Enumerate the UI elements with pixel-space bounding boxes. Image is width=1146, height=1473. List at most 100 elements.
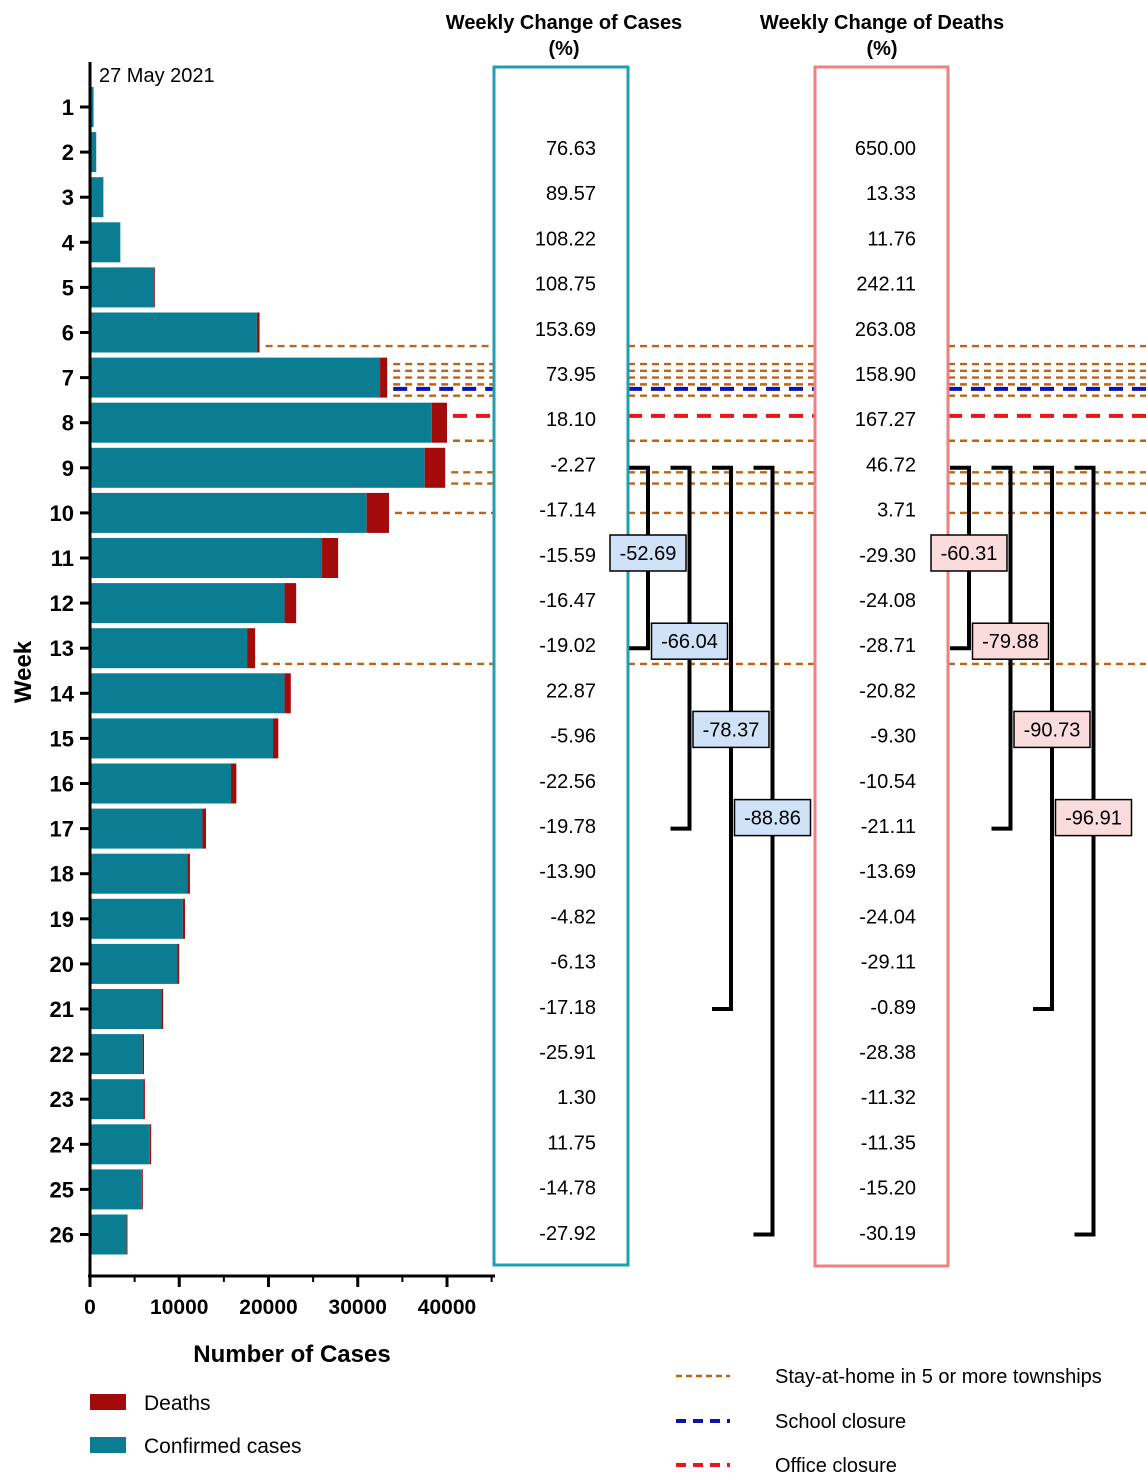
deaths-change-value: 650.00 bbox=[855, 138, 916, 160]
y-tick-label: 21 bbox=[50, 997, 74, 1022]
cases-change-value: 1.30 bbox=[557, 1087, 596, 1109]
confirmed-cases-bar bbox=[90, 87, 94, 127]
deaths-bar bbox=[187, 853, 190, 894]
cases-bracket-label-box bbox=[692, 710, 770, 749]
confirmed-cases-bar bbox=[90, 628, 248, 669]
deaths-bracket-label: -90.73 bbox=[1024, 719, 1081, 741]
deaths-change-value: -11.32 bbox=[861, 1087, 916, 1109]
cases-change-value: 108.22 bbox=[535, 228, 596, 250]
confirmed-cases-bar bbox=[90, 1214, 127, 1255]
deaths-bar bbox=[182, 898, 186, 939]
legend-label-school: School closure bbox=[775, 1411, 906, 1433]
cases-change-value: -2.27 bbox=[550, 454, 596, 476]
y-tick-label: 15 bbox=[50, 726, 74, 751]
deaths-bar bbox=[247, 628, 256, 669]
deaths-change-unit: (%) bbox=[866, 38, 897, 60]
deaths-change-value: 242.11 bbox=[856, 274, 916, 296]
deaths-change-value: -20.82 bbox=[859, 680, 916, 702]
y-tick-label: 18 bbox=[50, 862, 74, 887]
confirmed-cases-bar bbox=[90, 1169, 142, 1210]
confirmed-cases-bar bbox=[90, 402, 432, 443]
y-tick-label: 16 bbox=[50, 772, 74, 797]
confirmed-cases-bar bbox=[90, 1079, 144, 1120]
y-tick-label: 24 bbox=[50, 1132, 75, 1157]
deaths-change-value: -29.11 bbox=[861, 952, 916, 974]
deaths-bracket-label-box bbox=[1054, 798, 1133, 837]
y-tick-label: 14 bbox=[50, 681, 75, 706]
deaths-bracket-label: -96.91 bbox=[1065, 808, 1122, 830]
confirmed-cases-bar bbox=[90, 673, 285, 714]
deaths-change-value: -30.19 bbox=[859, 1223, 916, 1245]
x-tick-label: 20000 bbox=[239, 1296, 297, 1319]
deaths-change-value: -10.54 bbox=[859, 771, 916, 793]
deaths-bar bbox=[366, 492, 389, 533]
y-tick-label: 2 bbox=[62, 140, 74, 165]
deaths-bar bbox=[149, 1124, 152, 1165]
confirmed-cases-bar bbox=[90, 222, 121, 263]
change-columns: Weekly Change of Cases (%) Weekly Change… bbox=[446, 12, 1004, 1268]
legend-label-confirmed: Confirmed cases bbox=[144, 1435, 302, 1458]
deaths-change-value: 3.71 bbox=[877, 500, 916, 522]
date-annotation: 27 May 2021 bbox=[99, 65, 215, 87]
deaths-bar bbox=[143, 1079, 145, 1120]
cases-bracket-label-box bbox=[733, 798, 812, 837]
cases-change-value: 108.75 bbox=[535, 274, 596, 296]
y-tick-label: 8 bbox=[62, 411, 74, 436]
cases-change-value: 89.57 bbox=[546, 183, 596, 205]
deaths-change-box bbox=[813, 65, 950, 1268]
deaths-bar bbox=[161, 989, 164, 1029]
y-tick-label: 26 bbox=[50, 1223, 74, 1248]
confirmed-cases-bar bbox=[90, 1124, 150, 1165]
deaths-change-value: 13.33 bbox=[866, 183, 916, 205]
y-axis-label: Week bbox=[10, 640, 37, 703]
cases-change-value: 22.87 bbox=[546, 680, 596, 702]
cases-change-box bbox=[492, 65, 630, 1267]
deaths-change-value: -28.71 bbox=[859, 635, 916, 657]
deaths-change-value: 263.08 bbox=[855, 319, 916, 341]
deaths-change-value: -21.11 bbox=[861, 816, 916, 838]
deaths-change-value: 11.76 bbox=[867, 228, 916, 250]
deaths-bar bbox=[322, 538, 339, 578]
cases-change-value: -25.91 bbox=[539, 1042, 596, 1064]
confirmed-cases-bar bbox=[90, 492, 367, 533]
axes: 27 May 2021 Week Number of Cases bbox=[10, 62, 495, 1368]
deaths-bar bbox=[284, 673, 291, 714]
cases-change-value: -27.92 bbox=[539, 1223, 596, 1245]
deaths-bar bbox=[431, 402, 447, 443]
y-ticks: 1234567891011121314151617181920212223242… bbox=[50, 95, 90, 1248]
cases-change-value: -16.47 bbox=[539, 590, 596, 612]
cases-change-value: -14.78 bbox=[539, 1178, 596, 1200]
deaths-bar bbox=[154, 267, 155, 308]
cases-change-value: 153.69 bbox=[535, 319, 596, 341]
confirmed-cases-bar bbox=[90, 1034, 143, 1075]
cases-bracket-label-box bbox=[609, 534, 687, 572]
y-tick-label: 11 bbox=[51, 546, 74, 571]
cases-change-value: -5.96 bbox=[550, 726, 596, 748]
deaths-change-title: Weekly Change of Deaths bbox=[760, 12, 1004, 34]
x-ticks: 0 10000 20000 30000 40000 bbox=[84, 1276, 493, 1319]
deaths-change-value: -24.08 bbox=[859, 590, 916, 612]
confirmed-cases-bar bbox=[90, 447, 425, 488]
deaths-change-value: -11.35 bbox=[861, 1132, 916, 1154]
deaths-bracket bbox=[1074, 465, 1096, 1237]
deaths-change-value: -28.38 bbox=[859, 1042, 916, 1064]
cases-change-value: -13.90 bbox=[539, 861, 596, 883]
deaths-bar bbox=[380, 357, 388, 398]
cases-bracket-label: -88.86 bbox=[744, 808, 801, 830]
legend-swatch-confirmed bbox=[90, 1437, 126, 1453]
cases-change-value: -19.78 bbox=[539, 816, 596, 838]
cases-bracket-label: -52.69 bbox=[620, 543, 677, 565]
confirmed-cases-bar bbox=[90, 357, 381, 398]
confirmed-cases-bar bbox=[90, 177, 104, 218]
cases-change-value: -15.59 bbox=[539, 545, 596, 567]
legend-label-office: Office closure bbox=[775, 1455, 897, 1473]
legend-label-deaths: Deaths bbox=[144, 1392, 211, 1415]
deaths-change-value: -9.30 bbox=[870, 726, 916, 748]
confirmed-cases-bar bbox=[90, 763, 232, 804]
deaths-change-value: -15.20 bbox=[859, 1178, 916, 1200]
y-tick-label: 23 bbox=[50, 1087, 74, 1112]
cases-change-value: -17.14 bbox=[539, 500, 596, 522]
cases-change-value: 73.95 bbox=[546, 364, 596, 386]
y-tick-label: 17 bbox=[50, 817, 74, 842]
confirmed-cases-bar bbox=[90, 943, 178, 984]
